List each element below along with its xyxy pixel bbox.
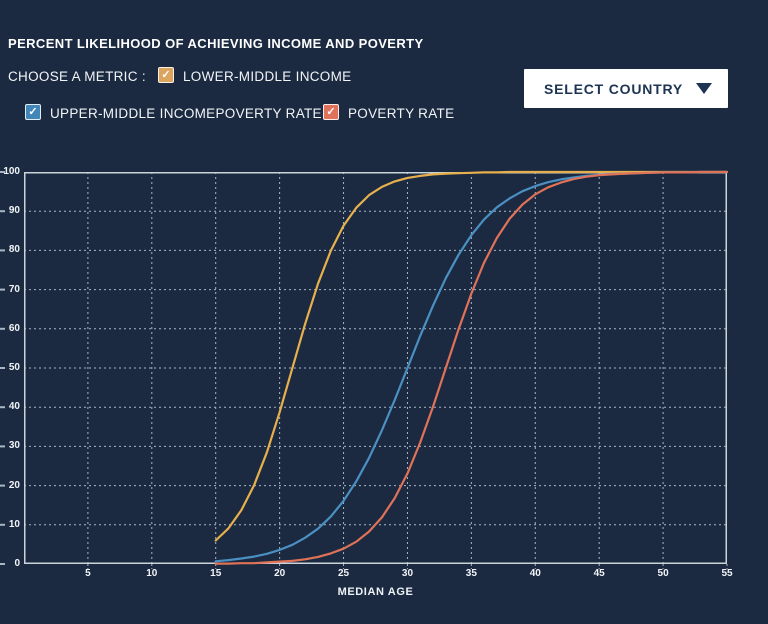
x-tick-label: 10: [146, 568, 158, 579]
plot-area: [0, 170, 729, 569]
checkbox-poverty-rate[interactable]: ✓: [323, 104, 339, 120]
x-tick-label: 30: [401, 568, 414, 579]
x-tick-label: 45: [593, 568, 605, 579]
label-upper-middle-income: UPPER-MIDDLE INCOMEPOVERTY RATE: [50, 106, 322, 121]
y-tick-label: 70: [8, 283, 20, 295]
country-select-dropdown[interactable]: SELECT COUNTRY: [524, 69, 728, 108]
series-poverty-rate: [214, 170, 729, 565]
y-tick-label: 10: [8, 518, 20, 530]
checkmark-icon: ✓: [326, 105, 336, 118]
chevron-down-icon: [696, 83, 712, 94]
y-tick-label: 100: [3, 166, 20, 177]
page-title: PERCENT LIKELIHOOD OF ACHIEVING INCOME A…: [8, 36, 424, 51]
checkmark-icon: ✓: [28, 105, 38, 118]
label-lower-middle-income: LOWER-MIDDLE INCOME: [183, 69, 352, 84]
country-select-label: SELECT COUNTRY: [544, 80, 684, 97]
y-tick-label: 60: [8, 322, 20, 334]
y-tick-label: 90: [8, 205, 20, 217]
x-tick-label: 55: [721, 568, 733, 579]
x-tick-label: 35: [465, 568, 477, 579]
y-tick-label: 80: [8, 244, 20, 256]
y-tick-label: 40: [8, 401, 20, 413]
x-axis-title: MEDIAN AGE: [337, 586, 414, 598]
x-tick-label: 25: [337, 568, 350, 579]
x-tick-label: 20: [274, 568, 286, 579]
x-tick-label: 5: [85, 568, 91, 579]
y-tick-label: 50: [8, 362, 20, 373]
checkmark-icon: ✓: [161, 68, 171, 81]
chart: 0 10 20 30 40 50 60 70 80 90 100 5 10 15 20 25 30 35 40 45…: [0, 160, 768, 620]
x-tick-label: 40: [529, 568, 541, 579]
label-poverty-rate: POVERTY RATE: [348, 106, 455, 121]
checkbox-lower-middle-income[interactable]: ✓: [158, 67, 174, 83]
y-tick-label: 0: [14, 558, 20, 569]
y-tick-label: 20: [8, 479, 20, 491]
x-tick-label: 15: [210, 568, 222, 579]
metric-chooser-label: CHOOSE A METRIC :: [8, 69, 146, 84]
line-chart-svg: [0, 170, 729, 569]
x-tick-label: 50: [657, 568, 669, 579]
checkbox-upper-middle-income[interactable]: ✓: [25, 104, 41, 120]
y-tick-label: 30: [8, 440, 20, 452]
